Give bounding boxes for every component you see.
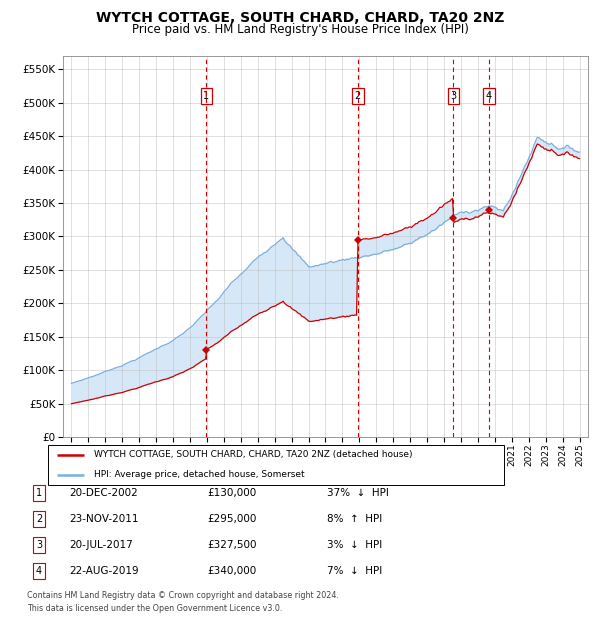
Text: 7%  ↓  HPI: 7% ↓ HPI xyxy=(327,566,382,576)
Text: 1: 1 xyxy=(203,91,209,101)
Text: £295,000: £295,000 xyxy=(207,514,256,524)
Text: HPI: Average price, detached house, Somerset: HPI: Average price, detached house, Some… xyxy=(94,470,304,479)
FancyBboxPatch shape xyxy=(48,445,504,485)
Text: WYTCH COTTAGE, SOUTH CHARD, CHARD, TA20 2NZ: WYTCH COTTAGE, SOUTH CHARD, CHARD, TA20 … xyxy=(96,11,504,25)
Text: 23-NOV-2011: 23-NOV-2011 xyxy=(69,514,139,524)
Text: £327,500: £327,500 xyxy=(207,540,257,550)
Text: 3: 3 xyxy=(451,91,457,101)
Text: Price paid vs. HM Land Registry's House Price Index (HPI): Price paid vs. HM Land Registry's House … xyxy=(131,23,469,36)
Text: 37%  ↓  HPI: 37% ↓ HPI xyxy=(327,488,389,498)
Text: 22-AUG-2019: 22-AUG-2019 xyxy=(69,566,139,576)
Text: 3%  ↓  HPI: 3% ↓ HPI xyxy=(327,540,382,550)
Text: 20-DEC-2002: 20-DEC-2002 xyxy=(69,488,138,498)
Text: Contains HM Land Registry data © Crown copyright and database right 2024.: Contains HM Land Registry data © Crown c… xyxy=(27,591,339,600)
Text: This data is licensed under the Open Government Licence v3.0.: This data is licensed under the Open Gov… xyxy=(27,603,283,613)
Text: £130,000: £130,000 xyxy=(207,488,256,498)
Text: 2: 2 xyxy=(355,91,361,101)
Text: 3: 3 xyxy=(36,540,42,550)
Text: 4: 4 xyxy=(36,566,42,576)
Text: 2: 2 xyxy=(36,514,42,524)
Text: WYTCH COTTAGE, SOUTH CHARD, CHARD, TA20 2NZ (detached house): WYTCH COTTAGE, SOUTH CHARD, CHARD, TA20 … xyxy=(94,450,412,459)
Text: 8%  ↑  HPI: 8% ↑ HPI xyxy=(327,514,382,524)
Text: £340,000: £340,000 xyxy=(207,566,256,576)
Text: 1: 1 xyxy=(36,488,42,498)
Text: 4: 4 xyxy=(485,91,492,101)
Text: 20-JUL-2017: 20-JUL-2017 xyxy=(69,540,133,550)
